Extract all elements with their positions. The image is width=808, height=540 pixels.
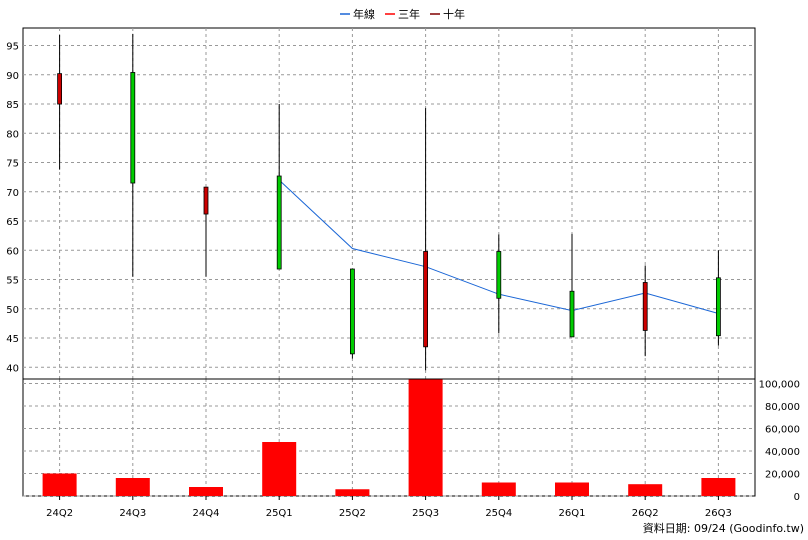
candle-25Q4 <box>496 234 502 334</box>
x-tick-label: 25Q2 <box>339 508 366 519</box>
chart-legend: 年線 三年 十年 <box>340 7 465 21</box>
legend-label: 年線 <box>353 7 375 21</box>
legend-label: 十年 <box>443 7 465 21</box>
candle-24Q3 <box>130 33 136 277</box>
x-axis: 24Q2 24Q3 24Q4 25Q1 25Q2 25Q3 25Q4 26Q1 26Q2 26Q3 <box>46 496 732 519</box>
x-tick-label: 25Q1 <box>266 508 293 519</box>
price-tick-label: 50 <box>6 305 19 316</box>
x-tick-label: 24Q2 <box>46 508 73 519</box>
volume-tick-label: 60,000 <box>765 425 800 436</box>
price-panel: 40 45 50 55 60 65 70 75 80 85 90 95 <box>6 27 756 380</box>
data-date-footer: 資料日期: 09/24 (Goodinfo.tw) <box>643 521 804 535</box>
volume-tick-label: 40,000 <box>765 447 800 458</box>
price-plot-area <box>22 27 756 380</box>
volume-tick-label: 20,000 <box>765 470 800 481</box>
x-tick-label: 26Q1 <box>559 508 586 519</box>
legend-item-2: 十年 <box>430 7 465 21</box>
candle-24Q4 <box>203 186 209 277</box>
candle-26Q2 <box>642 265 648 357</box>
legend-item-0: 年線 <box>340 7 375 21</box>
candle-25Q1 <box>276 104 282 270</box>
candle-body <box>349 268 355 355</box>
volume-tick-label: 80,000 <box>765 402 800 413</box>
volume-bar-25Q4 <box>481 482 516 496</box>
price-tick-label: 75 <box>6 159 19 170</box>
price-tick-label: 85 <box>6 100 19 111</box>
candle-24Q2 <box>57 35 62 170</box>
candle-25Q3 <box>423 108 429 371</box>
candle-body <box>642 282 648 331</box>
x-tick-label: 24Q3 <box>119 508 146 519</box>
price-tick-label: 90 <box>6 71 19 82</box>
x-tick-label: 26Q2 <box>632 508 659 519</box>
candle-body <box>57 73 62 105</box>
legend-item-1: 三年 <box>385 7 420 21</box>
x-tick-label: 24Q4 <box>193 508 220 519</box>
price-tick-label: 55 <box>6 276 19 287</box>
price-tick-label: 70 <box>6 188 19 199</box>
volume-bar-24Q4 <box>189 487 223 496</box>
price-tick-label: 45 <box>6 334 19 345</box>
candle-body <box>716 277 721 337</box>
candle-26Q1 <box>569 233 575 338</box>
volume-bar-25Q2 <box>335 489 370 496</box>
volume-bar-25Q3 <box>408 379 443 496</box>
candle-body <box>130 72 136 184</box>
price-tick-label: 60 <box>6 246 19 257</box>
volume-bar-24Q3 <box>115 478 150 496</box>
volume-panel: 0 20,000 40,000 60,000 80,000 100,000 <box>22 378 800 503</box>
candle-25Q2 <box>349 268 355 359</box>
price-tick-label: 95 <box>6 42 19 53</box>
volume-bar-26Q3 <box>701 478 736 496</box>
x-tick-label: 25Q4 <box>485 508 512 519</box>
volume-tick-label: 100,000 <box>759 380 800 391</box>
candle-body <box>423 251 429 348</box>
volume-tick-label: 0 <box>794 492 800 503</box>
candle-body <box>203 186 209 215</box>
x-tick-label: 25Q3 <box>412 508 439 519</box>
candle-body <box>569 290 575 338</box>
price-tick-label: 80 <box>6 129 19 140</box>
candle-body <box>276 175 282 270</box>
volume-bar-26Q1 <box>555 482 589 496</box>
volume-bar-25Q1 <box>262 442 297 496</box>
price-tick-label: 65 <box>6 217 19 228</box>
volume-bar-26Q2 <box>628 484 663 496</box>
volume-plot-area <box>22 378 756 497</box>
x-tick-label: 26Q3 <box>705 508 732 519</box>
volume-bar-24Q2 <box>42 473 77 496</box>
candle-26Q3 <box>716 250 721 346</box>
legend-label: 三年 <box>398 7 420 21</box>
price-tick-label: 40 <box>6 363 19 374</box>
candle-body <box>496 251 502 299</box>
